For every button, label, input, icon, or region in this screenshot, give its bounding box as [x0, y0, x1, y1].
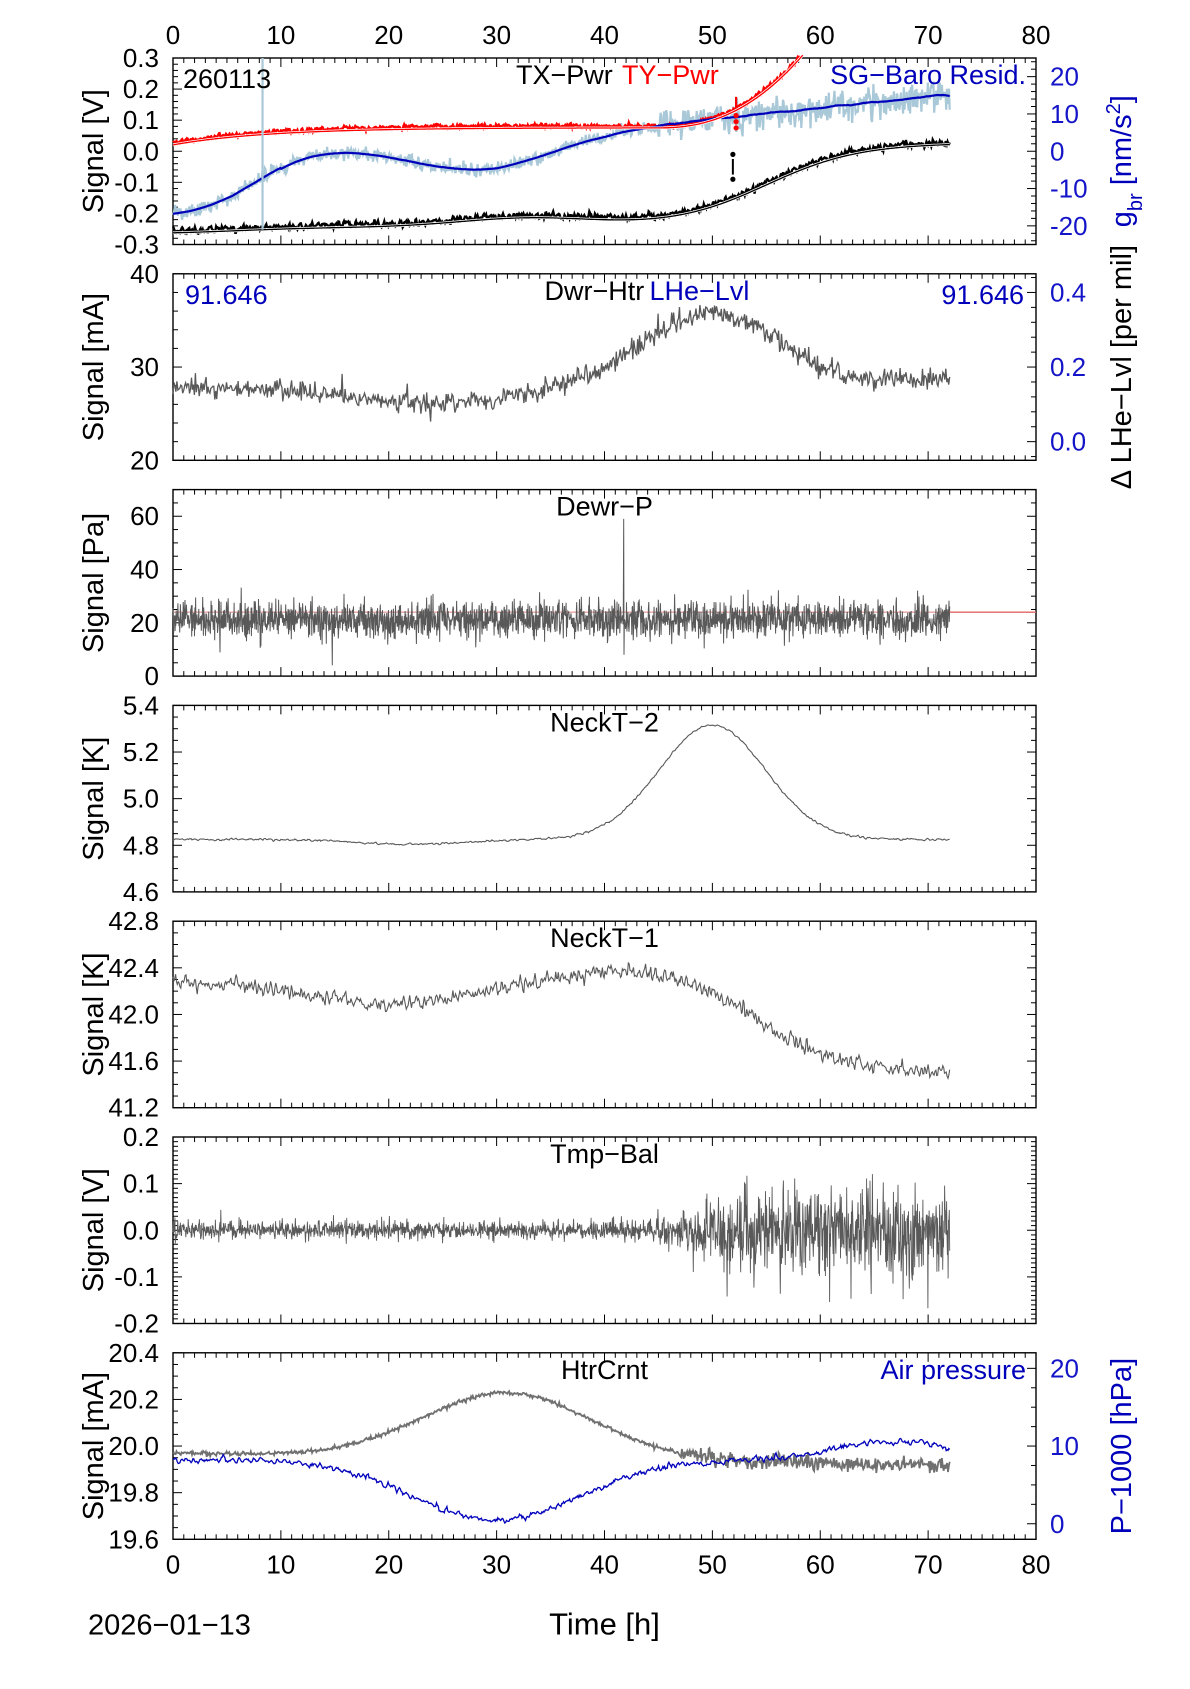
svg-text:Signal [mA]: Signal [mA]	[78, 293, 110, 441]
svg-text:Time [h]: Time [h]	[549, 1606, 660, 1641]
svg-text:-0.3: -0.3	[114, 230, 159, 260]
svg-text:SG−Baro Resid.: SG−Baro Resid.	[830, 60, 1026, 90]
svg-text:0.2: 0.2	[1050, 352, 1086, 382]
svg-text:0: 0	[166, 20, 180, 50]
svg-text:Signal [K]: Signal [K]	[78, 952, 110, 1076]
svg-text:0.0: 0.0	[123, 136, 159, 166]
svg-text:19.6: 19.6	[108, 1524, 159, 1554]
svg-text:-0.1: -0.1	[114, 167, 159, 197]
svg-text:4.6: 4.6	[123, 877, 159, 907]
svg-text:0.1: 0.1	[123, 105, 159, 135]
svg-text:41.6: 41.6	[108, 1046, 159, 1076]
svg-text:42.8: 42.8	[108, 906, 159, 936]
svg-text:Tmp−Bal: Tmp−Bal	[550, 1139, 659, 1169]
svg-text:91.646: 91.646	[941, 280, 1024, 310]
svg-text:Δ LHe−Lvl [per mil]: Δ LHe−Lvl [per mil]	[1106, 245, 1138, 489]
svg-text:HtrCrnt: HtrCrnt	[561, 1355, 648, 1385]
svg-text:0: 0	[145, 661, 159, 691]
svg-text:-10: -10	[1050, 174, 1088, 204]
svg-text:Signal [K]: Signal [K]	[78, 737, 110, 861]
svg-text:P−1000 [hPa]: P−1000 [hPa]	[1106, 1358, 1138, 1535]
svg-text:30: 30	[482, 1549, 511, 1579]
svg-text:5.0: 5.0	[123, 784, 159, 814]
svg-text:20.2: 20.2	[108, 1384, 159, 1414]
svg-text:42.4: 42.4	[108, 953, 159, 983]
svg-text:30: 30	[482, 20, 511, 50]
svg-text:gbr [nm/s2]: gbr [nm/s2]	[1103, 95, 1147, 227]
svg-text:Dewr−P: Dewr−P	[556, 492, 653, 522]
svg-text:-0.1: -0.1	[114, 1262, 159, 1292]
svg-text:LHe−Lvl: LHe−Lvl	[650, 276, 750, 306]
svg-text:70: 70	[914, 20, 943, 50]
svg-text:0.1: 0.1	[123, 1169, 159, 1199]
svg-text:NeckT−1: NeckT−1	[550, 923, 659, 953]
svg-text:80: 80	[1022, 20, 1051, 50]
svg-text:19.8: 19.8	[108, 1478, 159, 1508]
svg-text:20: 20	[1050, 1353, 1079, 1383]
svg-text:4.8: 4.8	[123, 830, 159, 860]
svg-text:-0.2: -0.2	[114, 198, 159, 228]
svg-text:0.0: 0.0	[123, 1215, 159, 1245]
svg-text:40: 40	[130, 555, 159, 585]
svg-text:20: 20	[1050, 62, 1079, 92]
svg-text:50: 50	[698, 20, 727, 50]
svg-text:5.4: 5.4	[123, 690, 159, 720]
svg-text:40: 40	[130, 259, 159, 289]
svg-text:20.0: 20.0	[108, 1431, 159, 1461]
svg-text:40: 40	[590, 20, 619, 50]
svg-text:-20: -20	[1050, 211, 1088, 241]
svg-text:Dwr−Htr: Dwr−Htr	[545, 276, 645, 306]
svg-text:20.4: 20.4	[108, 1338, 159, 1368]
svg-text:0: 0	[1050, 1509, 1064, 1539]
svg-text:10: 10	[266, 1549, 295, 1579]
svg-text:60: 60	[130, 501, 159, 531]
svg-text:10: 10	[1050, 99, 1079, 129]
svg-text:0: 0	[166, 1549, 180, 1579]
svg-text:20: 20	[374, 1549, 403, 1579]
svg-text:5.2: 5.2	[123, 737, 159, 767]
svg-text:0.0: 0.0	[1050, 427, 1086, 457]
svg-text:-0.2: -0.2	[114, 1309, 159, 1339]
svg-text:10: 10	[1050, 1431, 1079, 1461]
svg-text:260113: 260113	[183, 64, 271, 94]
svg-text:10: 10	[266, 20, 295, 50]
svg-text:60: 60	[806, 20, 835, 50]
svg-text:Signal [mA]: Signal [mA]	[78, 1372, 110, 1520]
svg-text:0.2: 0.2	[123, 74, 159, 104]
svg-text:TY−Pwr: TY−Pwr	[622, 60, 719, 90]
svg-text:2026−01−13: 2026−01−13	[88, 1609, 251, 1641]
svg-text:NeckT−2: NeckT−2	[550, 707, 659, 737]
svg-text:Signal [V]: Signal [V]	[78, 89, 110, 213]
svg-text:0.3: 0.3	[123, 43, 159, 73]
svg-text:TX−Pwr: TX−Pwr	[516, 60, 613, 90]
svg-text:20: 20	[130, 608, 159, 638]
svg-text:30: 30	[130, 352, 159, 382]
svg-text:Air pressure: Air pressure	[880, 1355, 1026, 1385]
svg-text:Signal [V]: Signal [V]	[78, 1168, 110, 1292]
svg-text:60: 60	[806, 1549, 835, 1579]
svg-text:42.0: 42.0	[108, 999, 159, 1029]
svg-text:50: 50	[698, 1549, 727, 1579]
svg-text:20: 20	[130, 445, 159, 475]
svg-text:0.2: 0.2	[123, 1122, 159, 1152]
svg-text:41.2: 41.2	[108, 1093, 159, 1123]
svg-text:20: 20	[374, 20, 403, 50]
svg-text:0: 0	[1050, 136, 1064, 166]
svg-text:40: 40	[590, 1549, 619, 1579]
svg-text:0.4: 0.4	[1050, 277, 1086, 307]
svg-text:91.646: 91.646	[185, 280, 268, 310]
svg-text:80: 80	[1022, 1549, 1051, 1579]
svg-text:70: 70	[914, 1549, 943, 1579]
svg-text:Signal [Pa]: Signal [Pa]	[78, 513, 110, 653]
